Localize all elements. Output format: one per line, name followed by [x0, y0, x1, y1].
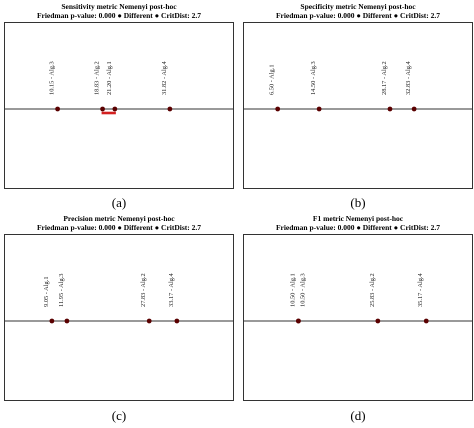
- rank-point-alg1: [112, 106, 118, 112]
- rank-point-alg4: [174, 318, 180, 324]
- rank-point-alg1: [275, 106, 281, 112]
- rank-label: 25.83 - Alg.2: [369, 273, 376, 307]
- rank-label: 10.50 - Alg.1: [289, 273, 296, 307]
- panel-precision: Precision metric Nemenyi post-hoc Friedm…: [4, 212, 234, 428]
- nemenyi-plot: 6.50 - Alg.1 14.50 - Alg.3 28.17 - Alg.2 32…: [244, 60, 472, 112]
- rank-point-alg3: [55, 106, 60, 112]
- chart-subtitle: Friedman p-value: 0.000 ● Different ● Cr…: [275, 11, 441, 20]
- chart-subtitle: Friedman p-value: 0.000 ● Different ● Cr…: [36, 223, 202, 232]
- panel-caption: (c): [111, 408, 127, 423]
- rank-point-alg2: [375, 318, 381, 324]
- rank-point-alg4: [411, 106, 417, 112]
- rank-label: 6.50 - Alg.1: [269, 64, 276, 95]
- rank-point-alg1: [49, 318, 55, 324]
- rank-label: 11.95 - Alg.3: [58, 274, 65, 308]
- rank-label: 33.17 - Alg.4: [168, 272, 175, 307]
- rank-label: 21.20 - Alg.1: [106, 61, 113, 95]
- rank-point-alg3: [316, 106, 322, 112]
- panel-f1: F1 metric Nemenyi post-hoc Friedman p-va…: [243, 212, 473, 428]
- rank-label: 28.17 - Alg.2: [381, 61, 388, 95]
- rank-point-alg3: [296, 318, 301, 324]
- chart-subtitle: Friedman p-value: 0.000 ● Different ● Cr…: [275, 223, 441, 232]
- rank-label: 9.05 - Alg.1: [43, 276, 50, 307]
- nemenyi-plot: 10.50 - Alg.1 10.50 - Alg.3 25.83 - Alg.2 3…: [244, 272, 472, 324]
- rank-label: 31.82 - Alg.4: [161, 60, 168, 95]
- rank-label: 10.15 - Alg.3: [49, 61, 56, 95]
- chart-title: Sensitivity metric Nemenyi post-hoc: [61, 2, 177, 11]
- panel-caption: (b): [350, 195, 366, 210]
- panel-specificity: Specificity metric Nemenyi post-hoc Frie…: [243, 0, 473, 212]
- plot-frame: 10.50 - Alg.1 10.50 - Alg.3 25.83 - Alg.2 3…: [243, 234, 473, 401]
- rank-label: 27.83 - Alg.2: [140, 273, 147, 307]
- plot-frame: 6.50 - Alg.1 14.50 - Alg.3 28.17 - Alg.2 32…: [243, 22, 473, 189]
- plot-frame: 10.15 - Alg.3 18.83 - Alg.2 21.20 - Alg.1 3…: [4, 22, 234, 189]
- rank-label: 18.83 - Alg.2: [94, 61, 101, 95]
- chart-title: F1 metric Nemenyi post-hoc: [312, 214, 404, 223]
- rank-label: 35.17 - Alg.4: [417, 272, 424, 307]
- rank-point-alg4: [423, 318, 429, 324]
- plot-frame: 9.05 - Alg.1 11.95 - Alg.3 27.83 - Alg.2 33…: [4, 234, 234, 401]
- rank-point-alg4: [167, 106, 173, 112]
- chart-title: Specificity metric Nemenyi post-hoc: [300, 2, 416, 11]
- rank-point-alg2: [387, 106, 393, 112]
- rank-point-alg3: [64, 318, 70, 324]
- chart-subtitle: Friedman p-value: 0.000 ● Different ● Cr…: [36, 11, 202, 20]
- chart-title: Precision metric Nemenyi post-hoc: [63, 214, 175, 223]
- panel-sensitivity: Sensitivity metric Nemenyi post-hoc Frie…: [4, 0, 234, 212]
- rank-label: 32.83 - Alg.4: [405, 60, 412, 95]
- rank-point-alg2: [146, 318, 152, 324]
- rank-label: 10.50 - Alg.3: [299, 273, 306, 307]
- rank-label: 14.50 - Alg.3: [310, 61, 317, 95]
- rank-point-alg2: [100, 106, 105, 112]
- nemenyi-plot: 10.15 - Alg.3 18.83 - Alg.2 21.20 - Alg.1 3…: [5, 60, 233, 115]
- nemenyi-plot: 9.05 - Alg.1 11.95 - Alg.3 27.83 - Alg.2 33…: [5, 272, 233, 324]
- panel-caption: (a): [111, 195, 127, 210]
- panel-caption: (d): [350, 408, 366, 423]
